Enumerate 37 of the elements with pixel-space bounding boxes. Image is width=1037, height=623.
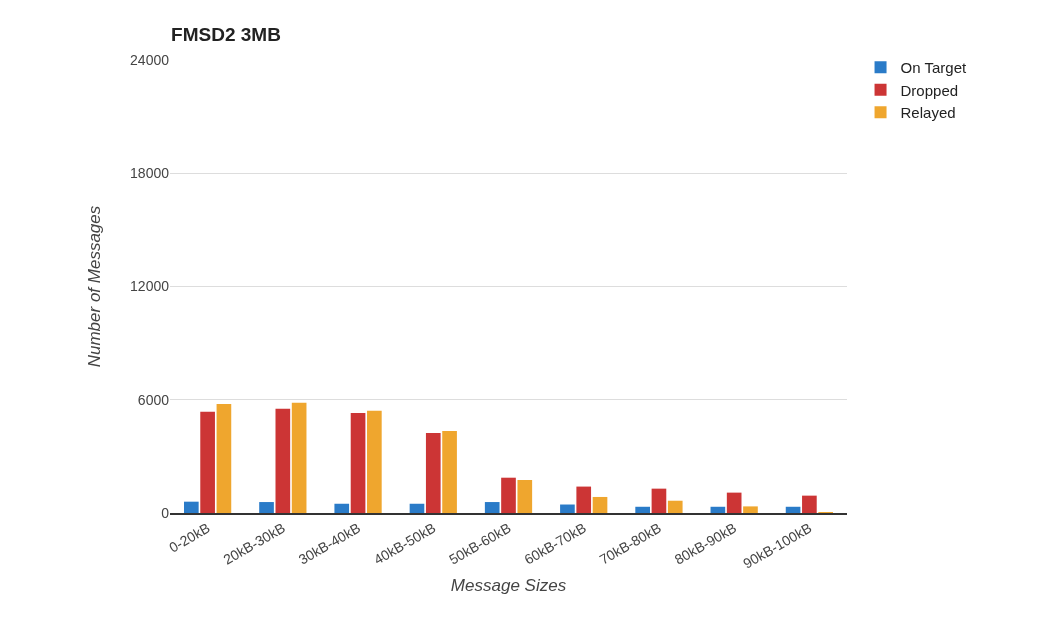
bar	[560, 504, 575, 513]
bar	[592, 496, 608, 513]
y-tick-label: 0	[161, 504, 170, 521]
bar	[291, 402, 307, 513]
bar	[576, 486, 592, 513]
bar	[259, 502, 274, 513]
y-tick-label: 6000	[137, 391, 170, 408]
bar	[200, 411, 215, 513]
y-tick-label: 12000	[130, 278, 170, 295]
legend-label: On Target	[900, 59, 967, 77]
legend-label: Dropped	[900, 81, 959, 99]
bar	[710, 506, 726, 513]
bar	[216, 404, 232, 513]
y-tick-label: 18000	[130, 165, 170, 182]
bar	[484, 502, 500, 513]
bar	[183, 501, 199, 513]
bar	[651, 488, 667, 513]
chart-title: FMSD2 3MB	[171, 24, 281, 46]
bar	[442, 431, 457, 513]
bar	[350, 412, 366, 513]
x-axis-title: Message Sizes	[450, 575, 567, 595]
bar	[743, 506, 758, 513]
bar	[726, 492, 742, 513]
bar	[635, 506, 650, 513]
y-axis-title: Number of Messages	[84, 205, 104, 368]
bar	[517, 479, 533, 513]
bar	[501, 477, 516, 513]
bar	[425, 432, 441, 513]
bar	[667, 500, 683, 513]
y-tick-label: 24000	[130, 51, 170, 68]
bar	[367, 410, 382, 513]
bar	[334, 503, 350, 513]
bar	[802, 495, 817, 513]
legend-label: Relayed	[900, 104, 956, 122]
bar	[409, 503, 425, 513]
bar	[785, 506, 801, 513]
bar	[275, 408, 291, 513]
